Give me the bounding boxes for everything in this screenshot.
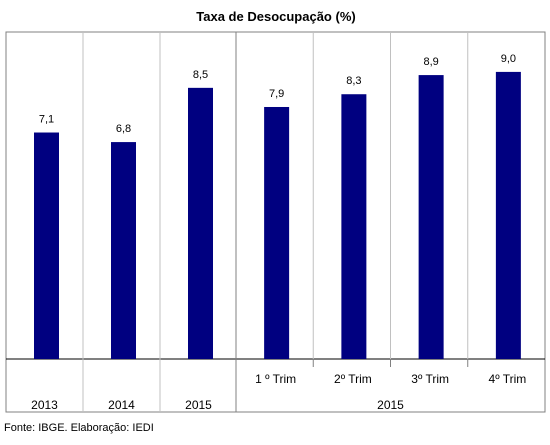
data-label: 9,0 [501, 53, 516, 65]
data-label: 6,8 [116, 123, 131, 135]
plot-frame [5, 31, 546, 413]
bar [495, 71, 521, 360]
group-label: 2015 [377, 398, 404, 412]
data-label: 8,3 [346, 75, 361, 87]
category-label: 3º Trim [411, 372, 449, 386]
group-label: 2014 [108, 398, 135, 412]
group-label: 2015 [185, 398, 212, 412]
bar [111, 142, 136, 359]
data-label: 8,9 [423, 56, 438, 68]
data-label: 7,1 [39, 114, 54, 126]
bar [418, 75, 444, 359]
category-label: 2º Trim [334, 372, 372, 386]
bar [341, 94, 367, 359]
bar [188, 87, 213, 359]
category-label: 1 º Trim [255, 372, 296, 386]
source-note: Fonte: IBGE. Elaboração: IEDI [4, 422, 154, 434]
data-label: 8,5 [193, 69, 208, 81]
bar [34, 132, 59, 359]
group-label: 2013 [31, 398, 58, 412]
data-label: 7,9 [269, 88, 284, 100]
bar [264, 106, 290, 360]
category-label: 4º Trim [489, 372, 527, 386]
chart-title: Taxa de Desocupação (%) [196, 9, 355, 24]
